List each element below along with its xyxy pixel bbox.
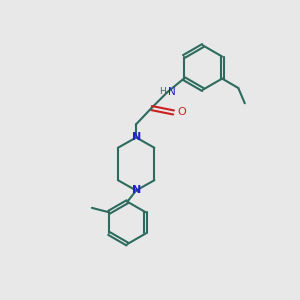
Text: N: N [132, 133, 141, 142]
Text: O: O [177, 107, 186, 118]
Text: N: N [132, 185, 141, 196]
Text: H: H [160, 87, 166, 96]
Text: N: N [168, 87, 176, 97]
